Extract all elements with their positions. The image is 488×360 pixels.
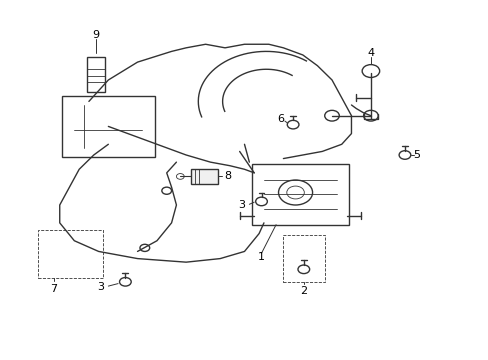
Bar [191,169,217,184]
Text: 4: 4 [366,48,374,58]
Text: 5: 5 [413,150,420,160]
Text: 1: 1 [258,252,264,262]
Text: 9: 9 [92,30,100,40]
Text: 6: 6 [277,114,284,124]
Bar [38,230,103,278]
Bar [87,57,105,93]
Text: 2: 2 [300,287,307,296]
Text: 7: 7 [50,284,58,294]
Text: 8: 8 [224,171,230,181]
Text: 3: 3 [98,282,104,292]
Text: 3: 3 [238,200,245,210]
Bar [283,235,324,282]
